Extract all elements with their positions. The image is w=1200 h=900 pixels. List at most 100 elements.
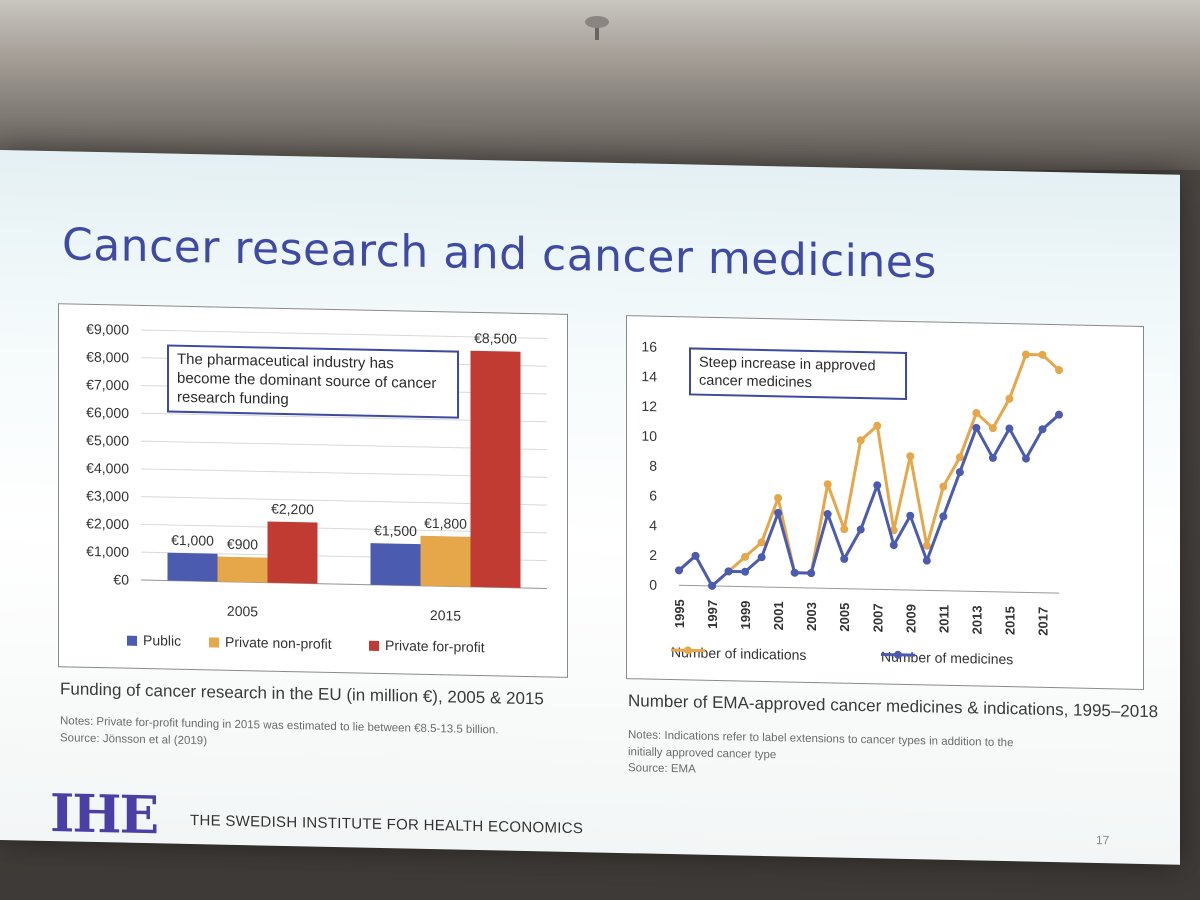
x-tick-label: 2017 (1035, 607, 1050, 636)
bar-chart-callout: The pharmaceutical industry has become t… (167, 344, 459, 419)
y-tick-label: 16 (641, 338, 657, 354)
data-point (906, 452, 915, 461)
data-point (757, 553, 766, 562)
y-tick-label: €6,000 (86, 404, 129, 421)
data-point (724, 567, 733, 576)
bar (217, 556, 268, 583)
data-point (1005, 394, 1014, 403)
y-tick-label: 4 (649, 517, 657, 533)
line-chart: 0 2 4 6 8 10 12 14 16 1995 1997 1999 2001 2003 2005 200… (641, 338, 1063, 636)
data-point (823, 480, 832, 489)
y-tick-label: 8 (649, 458, 657, 474)
y-tick-label: 10 (641, 428, 657, 444)
x-axis-line (679, 584, 1059, 594)
data-point (1038, 350, 1047, 359)
data-point (955, 453, 964, 462)
data-point (1021, 350, 1030, 359)
y-tick-label: €2,000 (86, 515, 129, 532)
x-tick-label: 2005 (837, 603, 852, 632)
legend-private-non-profit-swatch (209, 637, 219, 648)
x-tick-label: 2009 (903, 604, 918, 633)
line-chart-caption: Number of EMA-approved cancer medicines … (628, 691, 1159, 722)
data-point (1005, 424, 1014, 433)
room-wall (0, 0, 1200, 170)
data-point (807, 569, 816, 578)
data-point (906, 511, 915, 520)
data-point (840, 525, 849, 534)
line-chart-callout: Steep increase in approved cancer medici… (689, 347, 907, 401)
legend-private-non-profit-label: Private non-profit (225, 633, 332, 652)
ceiling-stem (595, 24, 599, 40)
legend-public: Public (127, 632, 181, 649)
data-point (691, 551, 700, 560)
line-chart-note: Notes: Indications refer to label extens… (628, 727, 1013, 785)
y-tick-label: 6 (649, 487, 657, 503)
bar-chart-note: Notes: Private for-profit funding in 201… (60, 713, 499, 756)
data-point (774, 508, 783, 517)
data-point (708, 581, 717, 590)
legend-public-swatch (127, 635, 137, 646)
bar-chart-panel: €0 €1,000 €2,000 €3,000 €4,000 €5,000 €6,000 €7… (58, 303, 568, 678)
y-tick-label: €3,000 (86, 487, 129, 504)
bar-data-label: €1,800 (424, 515, 467, 532)
legend-medicines-marker (881, 650, 915, 659)
bar-data-label: €1,500 (374, 522, 417, 539)
data-point (972, 408, 981, 417)
y-tick-label: 0 (649, 577, 657, 593)
y-tick-label: 12 (641, 398, 657, 414)
data-point (757, 538, 766, 547)
x-tick-label: 2015 (430, 607, 461, 624)
data-point (1021, 454, 1030, 463)
data-point (790, 568, 799, 577)
x-tick-label: 1997 (705, 600, 720, 629)
y-tick-label: 14 (641, 368, 657, 384)
bar-data-label: €2,200 (271, 501, 314, 518)
legend-indications: Number of indications (671, 644, 806, 663)
legend-private-non-profit: Private non-profit (209, 633, 332, 652)
legend-private-for-profit-swatch (369, 640, 379, 651)
organization-name: THE SWEDISH INSTITUTE FOR HEALTH ECONOMI… (190, 811, 584, 838)
bar (167, 552, 218, 582)
bar (420, 535, 471, 587)
slide: Cancer research and cancer medicines €0 €… (0, 150, 1180, 865)
x-tick-label: 2011 (936, 605, 951, 634)
data-point (856, 525, 865, 534)
y-tick-label: €0 (113, 571, 129, 587)
data-point (922, 541, 931, 550)
data-point (873, 421, 882, 430)
bar-data-label: €8,500 (474, 330, 517, 347)
data-point (840, 554, 849, 563)
data-point (889, 541, 898, 550)
legend-medicines: Number of medicines (881, 648, 1013, 667)
bar (370, 543, 421, 586)
data-point (675, 566, 683, 575)
bar-data-label: €1,000 (171, 532, 214, 549)
data-point (972, 423, 981, 432)
x-tick-label: 2001 (771, 601, 786, 630)
data-point (988, 424, 997, 433)
legend-public-label: Public (143, 631, 182, 649)
x-tick-label: 1995 (672, 599, 687, 628)
page-number: 17 (1096, 832, 1110, 848)
y-tick-label: €4,000 (86, 460, 129, 477)
gridline (141, 329, 547, 339)
data-point (1055, 410, 1063, 419)
data-point (774, 494, 783, 503)
data-point (988, 453, 997, 462)
bar (267, 521, 318, 584)
x-tick-label: 2005 (227, 603, 258, 620)
data-point (1055, 366, 1063, 375)
bar-chart: €0 €1,000 €2,000 €3,000 €4,000 €5,000 €6,000 €7… (86, 321, 547, 624)
y-tick-label: €9,000 (86, 321, 129, 338)
data-point (939, 512, 948, 521)
y-tick-label: €1,000 (86, 543, 129, 560)
ceiling-fixture (585, 16, 609, 28)
y-tick-label: €7,000 (86, 376, 129, 393)
data-point (955, 468, 964, 477)
data-point (1038, 425, 1047, 434)
line-chart-panel: 0 2 4 6 8 10 12 14 16 1995 1997 1999 2001 2003 2005 200… (626, 315, 1144, 690)
legend-private-for-profit: Private for-profit (369, 637, 485, 655)
y-tick-label: €8,000 (86, 349, 129, 366)
bar-chart-caption: Funding of cancer research in the EU (in… (60, 679, 544, 709)
x-tick-label: 2013 (969, 605, 984, 634)
